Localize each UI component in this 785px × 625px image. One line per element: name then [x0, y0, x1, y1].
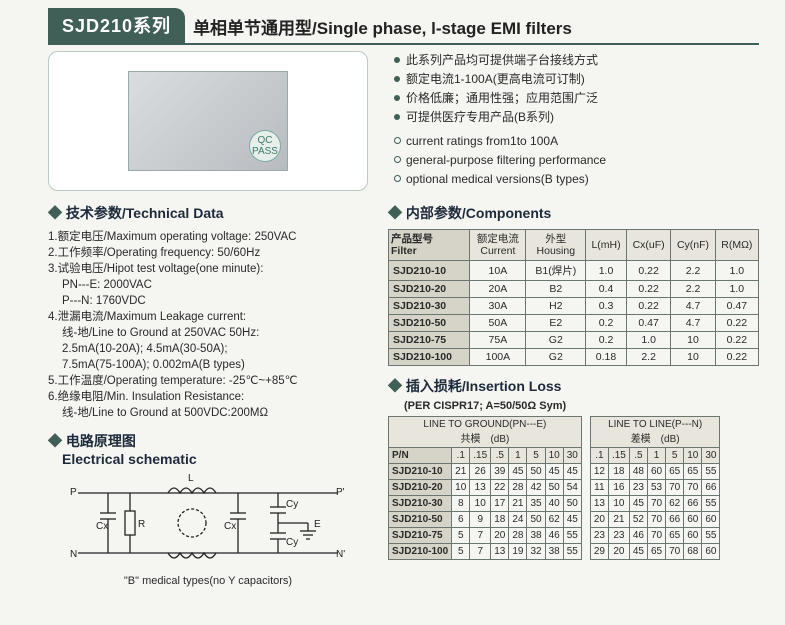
svg-text:Cy: Cy [286, 499, 298, 510]
tech-item: 2.工作频率/Operating frequency: 50/60Hz [48, 245, 368, 261]
tech-item: 1.额定电压/Maximum operating voltage: 250VAC [48, 229, 368, 245]
tech-item: 4.泄漏电流/Maximum Leakage current: [48, 309, 368, 325]
table-row: SJD210-7575AG20.21.0100.22 [389, 332, 759, 349]
loss-sub: (PER CISPR17; A=50/50Ω Sym) [404, 400, 759, 412]
tech-title: 技术参数/Technical Data [48, 203, 368, 223]
svg-text:P: P [70, 487, 77, 498]
svg-text:N': N' [336, 549, 345, 560]
svg-text:R: R [138, 519, 145, 530]
table-header: L(mH) [586, 230, 627, 261]
table-row: SJD210-5050AE20.20.474.70.22 [389, 315, 759, 332]
tech-item: P---N: 1760VDC [48, 293, 368, 309]
feature-item: current ratings from1to 100A [392, 132, 759, 150]
tech-item: 线-地/Line to Ground at 500VDC:200MΩ [48, 405, 368, 421]
tech-item: 线-地/Line to Ground at 250VAC 50Hz: [48, 325, 368, 341]
feature-item: 额定电流1-100A(更高电流可订制) [392, 70, 759, 88]
feature-item: 可提供医疗专用产品(B系列) [392, 108, 759, 126]
table-row: SJD210-1010AB1(焊片)1.00.222.21.0 [389, 261, 759, 281]
svg-text:N: N [70, 549, 77, 560]
schematic-title: 电路原理图 Electrical schematic [48, 431, 368, 467]
tech-item: 2.5mA(10-20A); 4.5mA(30-50A); [48, 341, 368, 357]
tech-item: 7.5mA(75-100A); 0.002mA(B types) [48, 357, 368, 373]
svg-text:P': P' [336, 487, 345, 498]
svg-text:E: E [314, 519, 321, 530]
tech-item: PN---E: 2000VAC [48, 277, 368, 293]
table-row: SJD210-3030AH20.30.224.70.47 [389, 298, 759, 315]
svg-text:Cx: Cx [224, 521, 236, 532]
table-header: R(MΩ) [715, 230, 758, 261]
svg-text:L: L [188, 473, 194, 484]
svg-text:Cy: Cy [286, 537, 298, 548]
svg-text:Cx: Cx [96, 521, 108, 532]
table-header: 外型Housing [526, 230, 586, 261]
table-row: SJD210-100100AG20.182.2100.22 [389, 349, 759, 366]
schematic-note: "B" medical types(no Y capacitors) [48, 575, 368, 587]
feature-item: 价格低廉；通用性强；应用范围广泛 [392, 89, 759, 107]
components-table: 产品型号Filter额定电流Current外型HousingL(mH)Cx(uF… [388, 229, 759, 366]
product-photo [48, 51, 368, 191]
components-title: 内部参数/Components [388, 203, 759, 223]
table-row: SJD210-2020AB20.40.222.21.0 [389, 281, 759, 298]
tech-item: 6.绝缘电阻/Min. Insulation Resistance: [48, 389, 368, 405]
feature-item: general-purpose filtering performance [392, 151, 759, 169]
tech-item: 3.试验电压/Hipot test voltage(one minute): [48, 261, 368, 277]
series-label: SJD210系列 [48, 8, 185, 45]
page-title: 单相单节通用型/Single phase, l-stage EMI filter… [185, 8, 759, 45]
table-header: 产品型号Filter [389, 230, 470, 261]
tech-item: 5.工作温度/Operating temperature: -25℃~+85℃ [48, 373, 368, 389]
feature-item: optional medical versions(B types) [392, 170, 759, 188]
loss-title: 插入损耗/Insertion Loss [388, 376, 759, 396]
feature-item: 此系列产品均可提供端子台接线方式 [392, 51, 759, 69]
table-header: Cy(nF) [671, 230, 715, 261]
schematic-diagram: P N P' N' L Cx R Cx Cy Cy E [68, 473, 348, 573]
table-header: 额定电流Current [470, 230, 526, 261]
loss-tables: LINE TO GROUND(PN---E)共模 (dB)P/N.1.15.51… [388, 416, 759, 560]
table-header: Cx(uF) [626, 230, 670, 261]
